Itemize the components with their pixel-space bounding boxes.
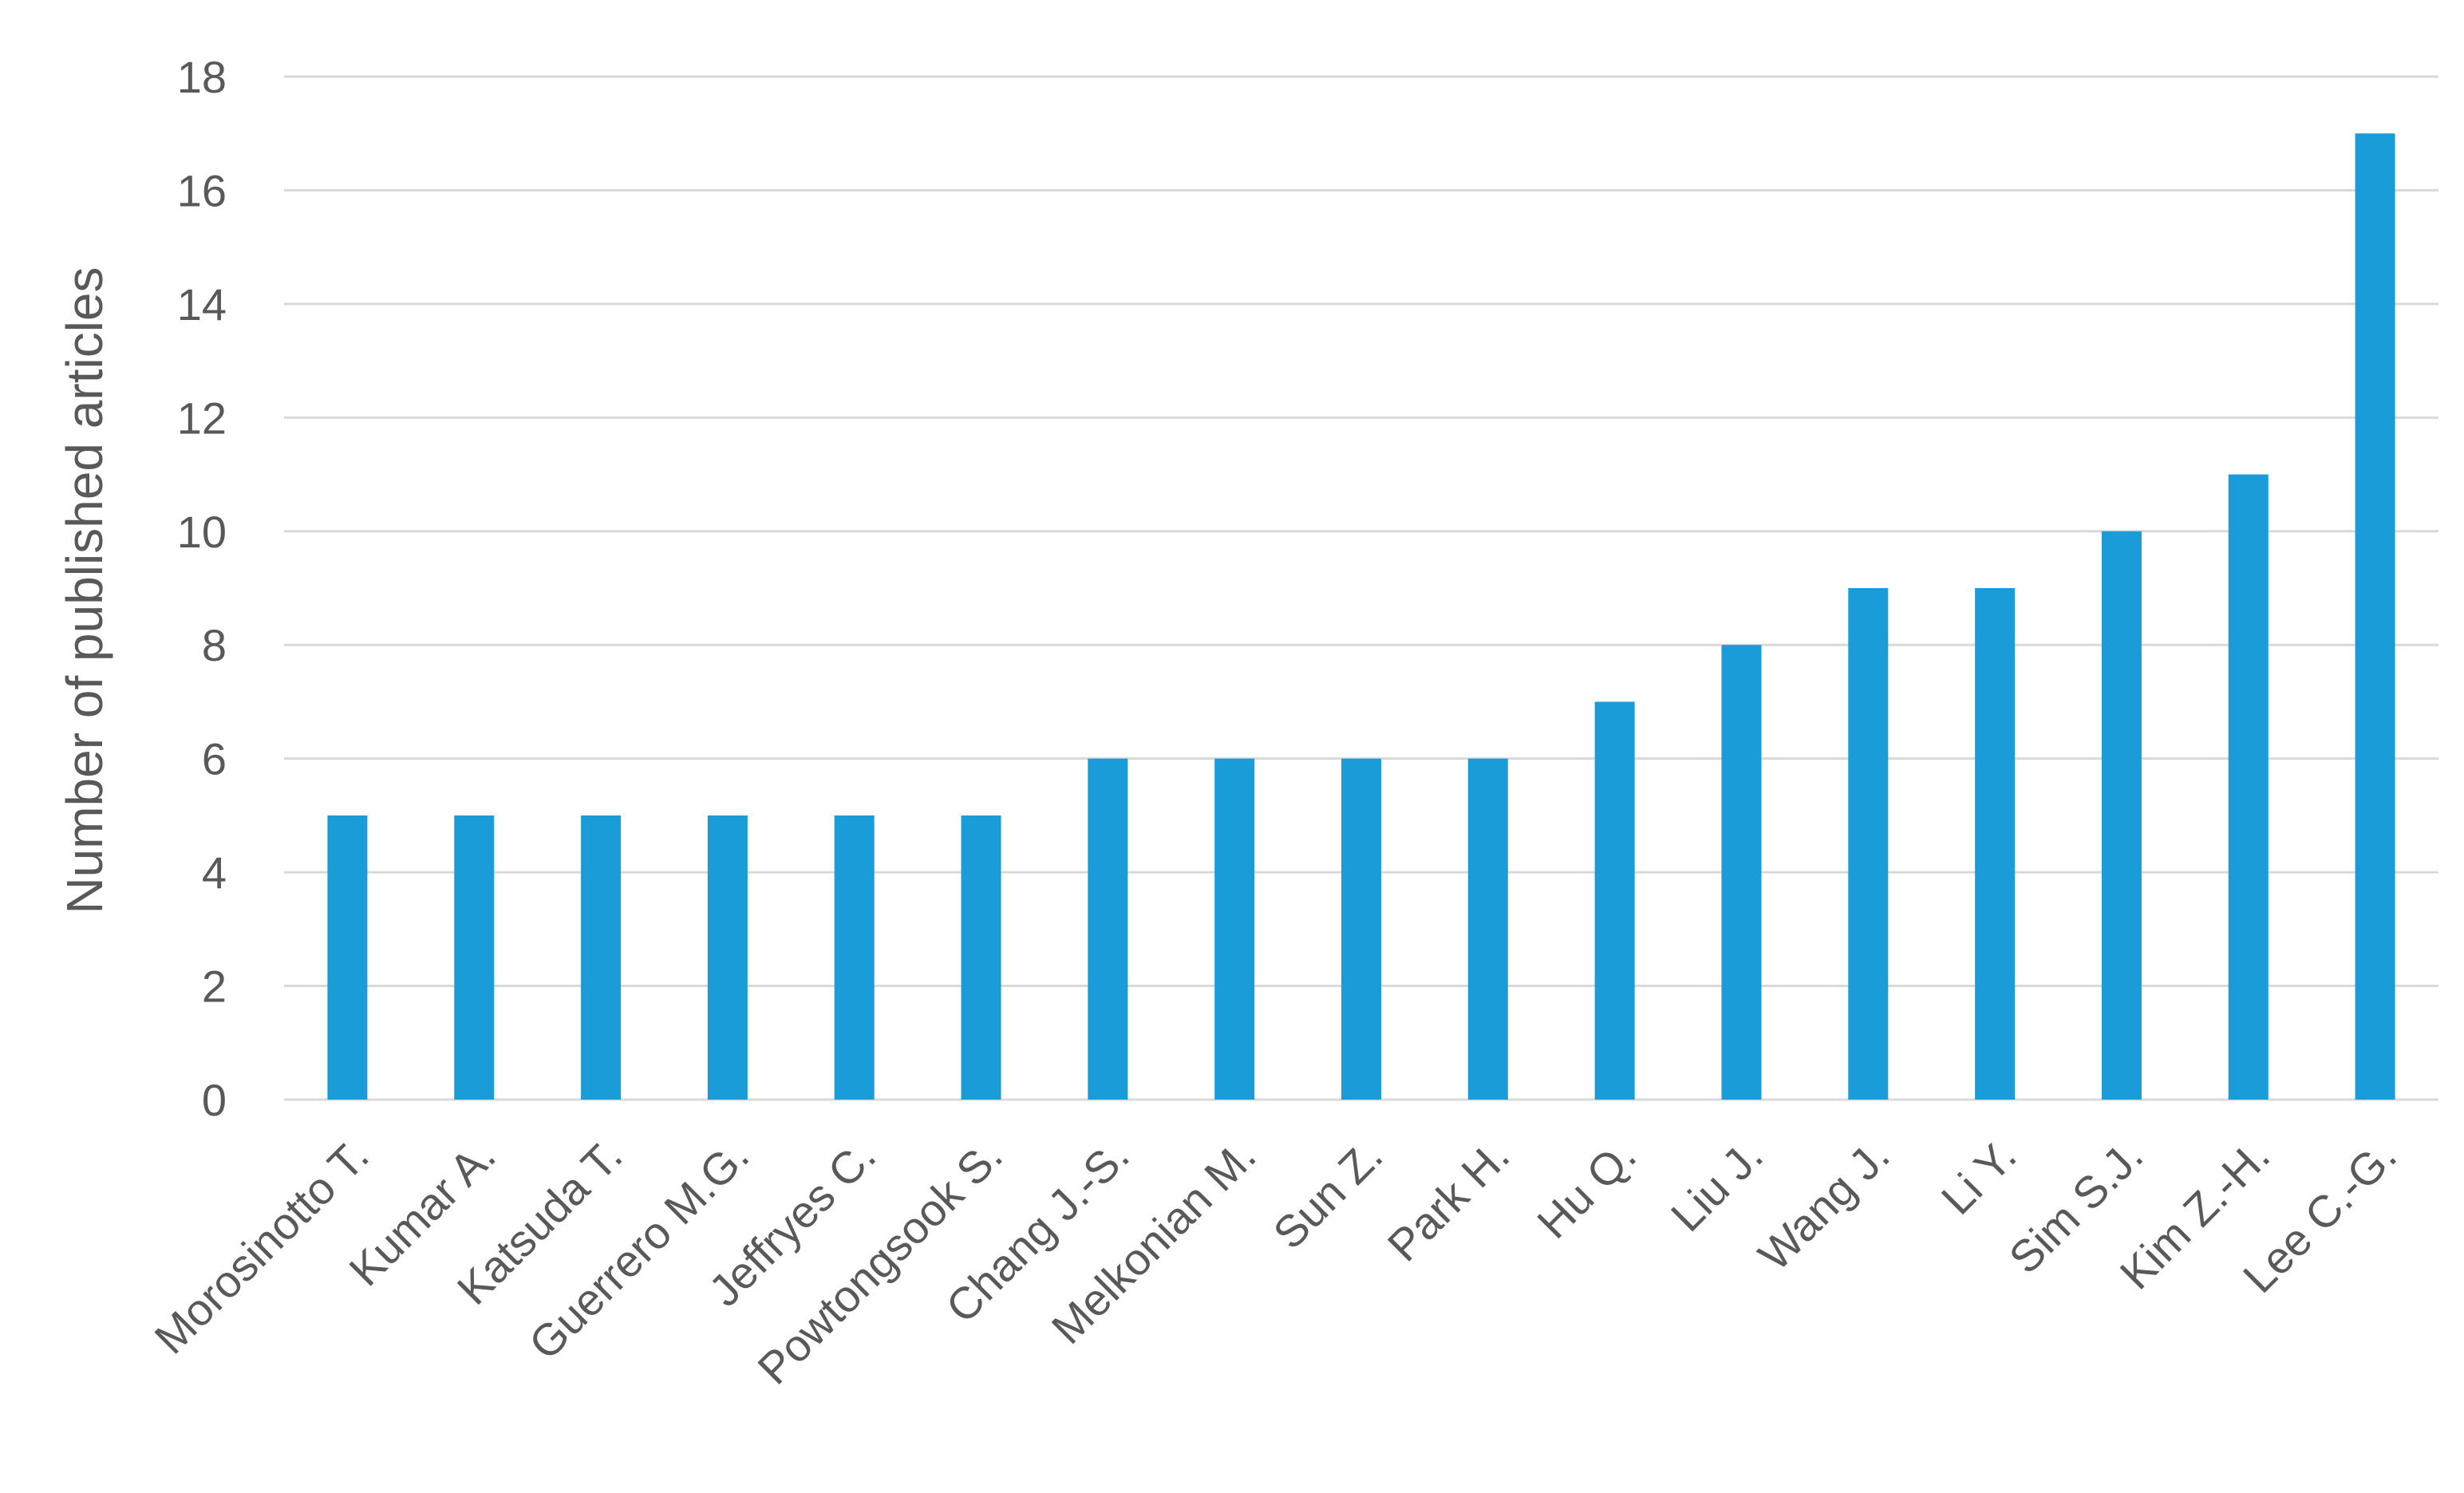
y-tick-label: 4 (202, 847, 227, 898)
y-axis-title: Number of published articles (56, 267, 113, 914)
x-category-label: Liu J. (1661, 1130, 1772, 1241)
bar (1341, 758, 1381, 1100)
gridlines (284, 75, 2438, 1101)
y-tick-label: 16 (177, 165, 227, 215)
bar (1088, 758, 1128, 1100)
bar (2101, 531, 2142, 1100)
y-tick-label: 2 (202, 962, 227, 1012)
y-tick-label: 10 (177, 507, 227, 557)
x-category-label: Park H. (1378, 1130, 1519, 1271)
bar (2228, 474, 2269, 1100)
bar (1214, 758, 1255, 1100)
x-category-label: Guerrero M.G. (519, 1130, 759, 1369)
x-category-label: Li Y. (1932, 1130, 2026, 1224)
bar (454, 815, 495, 1100)
y-tick-label: 14 (177, 279, 227, 330)
x-category-label: Wang J. (1748, 1130, 1898, 1280)
bar (707, 815, 748, 1100)
x-category-label: Morosinotto T. (144, 1130, 378, 1364)
bar (1467, 758, 1508, 1100)
bar (327, 815, 368, 1100)
bars (327, 133, 2395, 1100)
y-tick-label: 6 (202, 734, 227, 784)
bar (1848, 588, 1889, 1100)
y-tick-label: 18 (177, 52, 227, 102)
x-category-label: Sun Z. (1263, 1130, 1392, 1258)
x-axis-labels: Morosinotto T.Kumar A.Katsuda T.Guerrero… (144, 1130, 2406, 1394)
bar (1721, 645, 1762, 1100)
y-tick-label: 12 (177, 393, 227, 443)
bar (961, 815, 1001, 1100)
y-tick-label: 0 (202, 1075, 227, 1125)
bar (834, 815, 875, 1100)
x-category-label: Hu Q. (1527, 1130, 1645, 1248)
bar (1594, 701, 1635, 1100)
bar (1975, 588, 2016, 1100)
bar (2355, 133, 2395, 1100)
y-tick-label: 8 (202, 620, 227, 670)
y-axis-ticks: 0 2 4 6 8 10 12 14 16 18 (177, 52, 227, 1125)
bar (581, 815, 622, 1100)
